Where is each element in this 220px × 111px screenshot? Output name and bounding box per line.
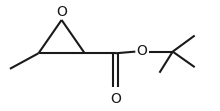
- Text: O: O: [110, 92, 121, 106]
- Text: O: O: [56, 5, 67, 19]
- Text: O: O: [136, 44, 147, 57]
